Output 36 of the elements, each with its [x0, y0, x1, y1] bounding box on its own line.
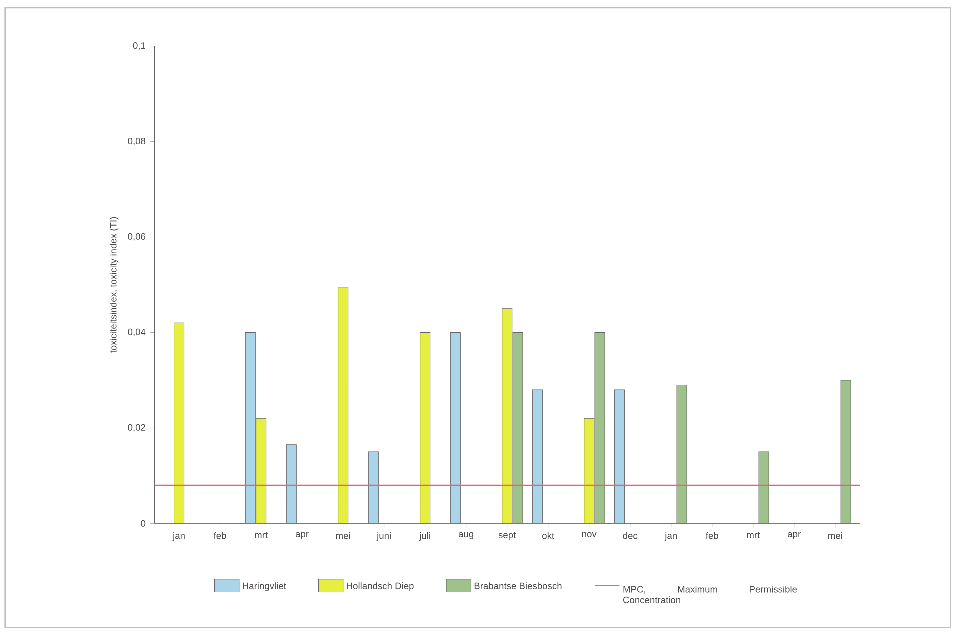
- legend-label: MPC, Maximum Permissible Concentration: [623, 586, 798, 604]
- x-tick-label: juli: [419, 532, 430, 542]
- y-tick-label: 0,08: [128, 138, 146, 146]
- bar: [368, 452, 379, 524]
- x-tick-label: dec: [623, 532, 638, 540]
- y-tick-label: 0,06: [128, 233, 146, 242]
- x-tick-label: mei: [828, 532, 842, 540]
- x-tick-label: okt: [542, 532, 555, 540]
- x-tick-label: apr: [788, 532, 801, 540]
- y-axis-title: toxiciteitsindex, toxicity index (TI): [110, 217, 119, 354]
- x-tick-label: aug: [458, 532, 474, 540]
- y-tick-label: 0,1: [133, 42, 146, 50]
- x-tick-label: nov: [582, 532, 597, 538]
- x-tick-label: sept: [498, 532, 516, 540]
- x-tick-label: mrt: [255, 532, 268, 538]
- legend-label: Haringvliet: [243, 582, 286, 592]
- y-tick-label: 0,04: [128, 328, 146, 337]
- bar: [286, 444, 297, 524]
- x-tick-label: juni: [376, 532, 391, 542]
- x-tick-label: apr: [296, 532, 309, 540]
- x-tick-label: feb: [214, 532, 226, 540]
- bar: [532, 390, 543, 524]
- x-tick-label: feb: [706, 532, 718, 540]
- x-tick-label: mei: [336, 532, 350, 540]
- legend-label: Brabantse Biesbosch: [474, 582, 562, 590]
- bar: [338, 287, 349, 524]
- legend-label: Hollandsch Diep: [347, 582, 414, 592]
- bar: [450, 332, 461, 524]
- y-tick-label: 0: [141, 520, 146, 527]
- bar: [614, 390, 625, 524]
- bar: [174, 322, 185, 524]
- x-tick-label: jan: [664, 532, 677, 542]
- bar: [420, 332, 431, 524]
- y-tick-label: 0,02: [128, 424, 146, 432]
- x-tick-label: mrt: [747, 532, 760, 538]
- x-tick-label: jan: [172, 532, 185, 542]
